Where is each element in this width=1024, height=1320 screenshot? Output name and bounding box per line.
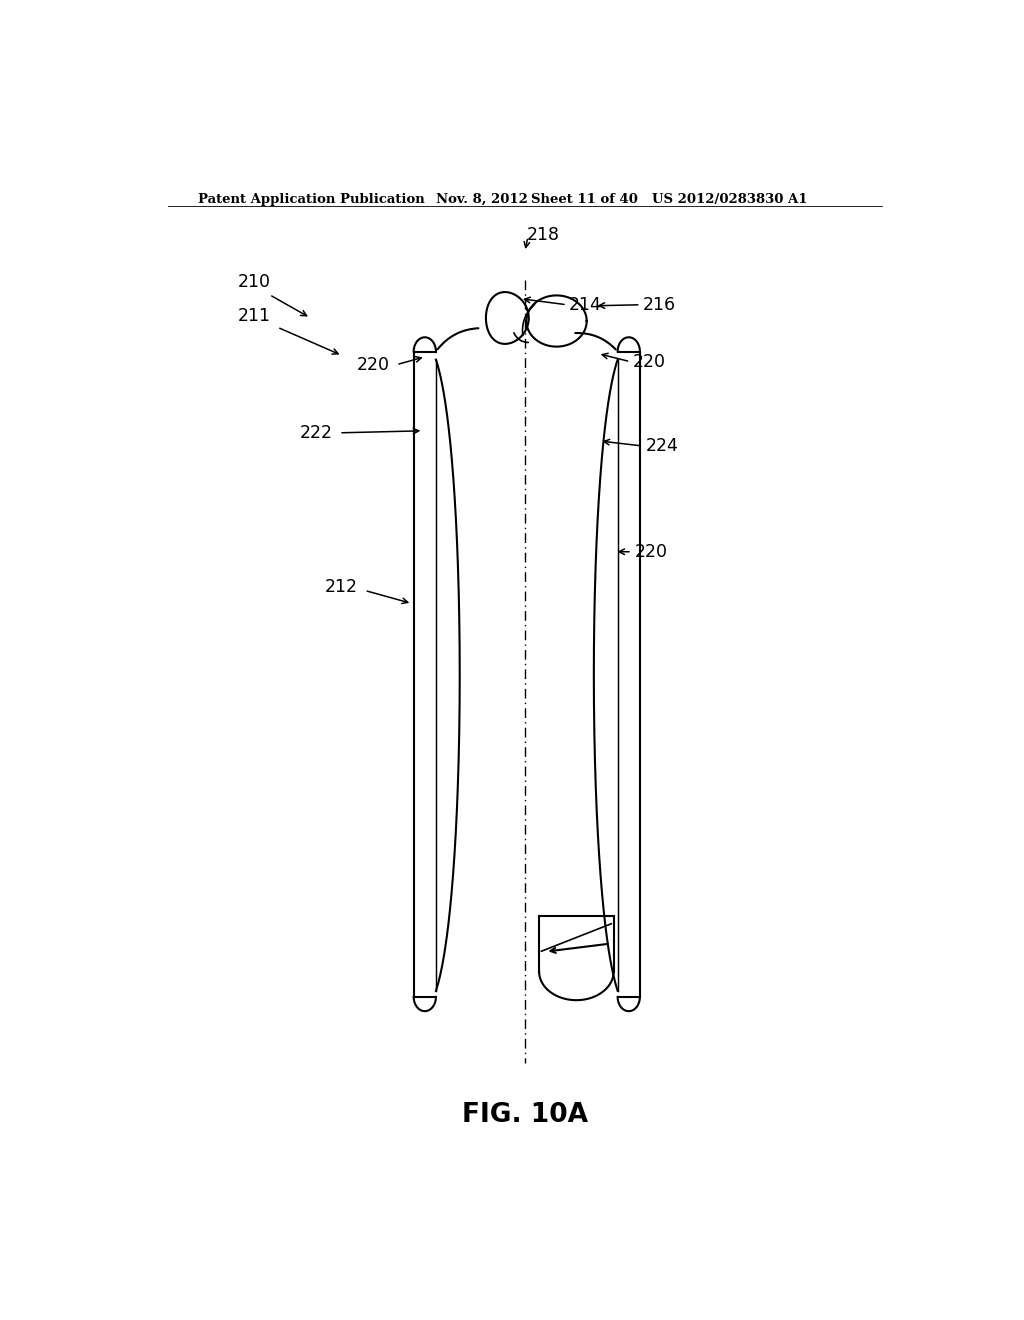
Text: 218: 218 bbox=[527, 226, 560, 244]
Text: 212: 212 bbox=[326, 578, 358, 597]
Text: Sheet 11 of 40: Sheet 11 of 40 bbox=[531, 193, 638, 206]
Text: 211: 211 bbox=[238, 308, 270, 325]
Text: 220: 220 bbox=[634, 543, 668, 561]
Text: 220: 220 bbox=[357, 355, 390, 374]
Text: 216: 216 bbox=[642, 296, 676, 314]
Text: 222: 222 bbox=[300, 424, 333, 442]
Text: US 2012/0283830 A1: US 2012/0283830 A1 bbox=[652, 193, 807, 206]
Text: 220: 220 bbox=[633, 352, 666, 371]
Text: FIG. 10A: FIG. 10A bbox=[462, 1102, 588, 1127]
Text: Nov. 8, 2012: Nov. 8, 2012 bbox=[436, 193, 527, 206]
Text: Patent Application Publication: Patent Application Publication bbox=[198, 193, 425, 206]
Text: 224: 224 bbox=[645, 437, 678, 455]
Text: 210: 210 bbox=[238, 273, 270, 292]
Text: 214: 214 bbox=[569, 296, 602, 314]
